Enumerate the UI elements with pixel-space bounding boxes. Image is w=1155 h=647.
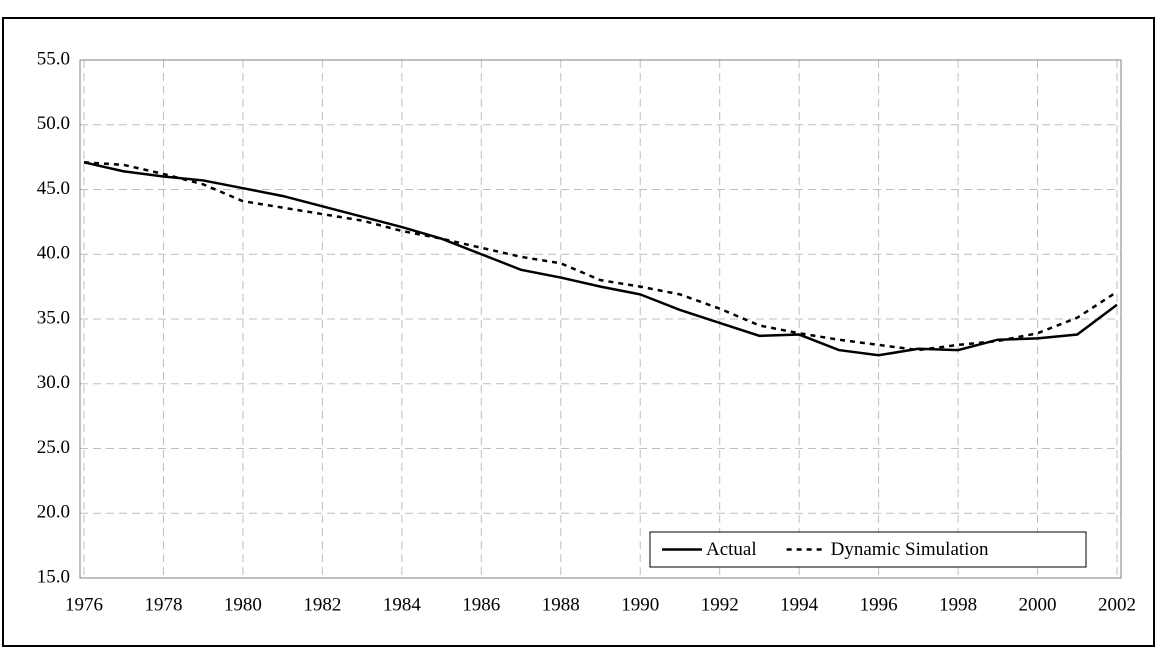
plot-border xyxy=(79,59,1122,579)
x-tick-label: 1978 xyxy=(144,594,182,615)
x-tick-label: 1990 xyxy=(621,594,659,615)
y-tick-label: 15.0 xyxy=(37,566,70,587)
series-line xyxy=(83,161,1118,357)
x-tick-label: 1976 xyxy=(65,594,103,615)
x-tick-label: 1996 xyxy=(860,594,898,615)
legend-label: Dynamic Simulation xyxy=(831,539,989,560)
series-line xyxy=(83,161,1118,352)
x-tick-label: 2000 xyxy=(1019,594,1057,615)
y-tick-label: 25.0 xyxy=(37,437,70,458)
x-tick-label: 2002 xyxy=(1098,594,1136,615)
x-tick-label: 1992 xyxy=(701,594,739,615)
x-tick-label: 1986 xyxy=(462,594,500,615)
y-tick-label: 45.0 xyxy=(37,178,70,199)
x-tick-label: 1982 xyxy=(303,594,341,615)
y-tick-label: 55.0 xyxy=(37,48,70,69)
x-tick-label: 1984 xyxy=(383,594,422,615)
legend-box xyxy=(649,531,1087,568)
y-tick-label: 50.0 xyxy=(37,113,70,134)
y-tick-label: 40.0 xyxy=(37,243,70,264)
y-tick-label: 35.0 xyxy=(37,307,70,328)
x-tick-label: 1994 xyxy=(780,594,819,615)
x-tick-label: 1980 xyxy=(224,594,262,615)
y-tick-label: 30.0 xyxy=(37,372,70,393)
legend-label: Actual xyxy=(706,539,757,560)
x-tick-label: 1988 xyxy=(542,594,580,615)
y-tick-label: 20.0 xyxy=(37,502,70,523)
x-tick-label: 1998 xyxy=(939,594,977,615)
